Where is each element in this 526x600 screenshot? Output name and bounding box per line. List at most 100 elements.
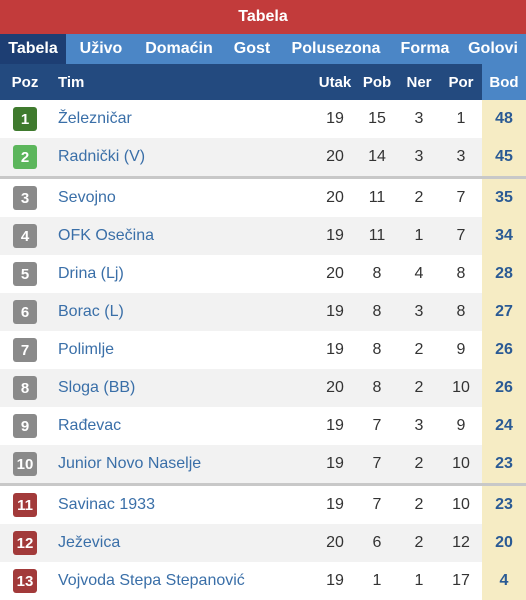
table-row[interactable]: 1 Železničar 19 15 3 1 48 xyxy=(0,100,526,138)
tab-polusezona[interactable]: Polusezona xyxy=(291,40,381,57)
team-name[interactable]: Polimlje xyxy=(58,341,115,358)
table-row[interactable]: 11 Savinac 1933 19 7 2 10 23 xyxy=(0,483,526,524)
losses-cell: 7 xyxy=(456,189,466,206)
tab-uzivo[interactable]: Uživo xyxy=(79,40,123,57)
wins-cell: 14 xyxy=(368,148,386,165)
wins-cell: 6 xyxy=(372,534,382,551)
team-name[interactable]: Junior Novo Naselje xyxy=(58,455,202,472)
table-row[interactable]: 2 Radnički (V) 20 14 3 3 45 xyxy=(0,138,526,176)
position-badge: 4 xyxy=(13,224,37,248)
table-row[interactable]: 6 Borac (L) 19 8 3 8 27 xyxy=(0,293,526,331)
team-name[interactable]: Drina (Lj) xyxy=(58,265,124,282)
draws-cell: 4 xyxy=(414,265,424,282)
draws-cell: 3 xyxy=(414,417,424,434)
points-cell: 27 xyxy=(482,293,526,331)
points-cell: 26 xyxy=(482,369,526,407)
draws-cell: 2 xyxy=(414,534,424,551)
tab-tabela[interactable]: Tabela xyxy=(0,34,66,64)
points-cell: 24 xyxy=(482,407,526,445)
team-name[interactable]: Borac (L) xyxy=(58,303,124,320)
points-cell: 26 xyxy=(482,331,526,369)
position-cell: 1 xyxy=(0,107,50,131)
wins-cell: 7 xyxy=(372,496,382,513)
tab-gost[interactable]: Gost xyxy=(233,40,271,57)
header-poz[interactable]: Poz xyxy=(11,73,39,91)
position-badge: 11 xyxy=(13,493,37,517)
team-name[interactable]: Savinac 1933 xyxy=(58,496,155,513)
tab-forma[interactable]: Forma xyxy=(400,40,450,57)
losses-cell: 3 xyxy=(456,148,466,165)
header-tim[interactable]: Tim xyxy=(58,73,85,91)
header-por[interactable]: Por xyxy=(448,73,474,91)
wins-cell: 7 xyxy=(372,417,382,434)
position-badge: 1 xyxy=(13,107,37,131)
tab-golovi[interactable]: Golovi xyxy=(468,40,518,57)
position-badge: 10 xyxy=(13,452,37,476)
points-cell: 28 xyxy=(482,255,526,293)
team-name[interactable]: Radnički (V) xyxy=(58,148,146,165)
table-row[interactable]: 3 Sevojno 20 11 2 7 35 xyxy=(0,176,526,217)
points-cell: 34 xyxy=(482,217,526,255)
position-badge: 3 xyxy=(13,186,37,210)
table-row[interactable]: 7 Polimlje 19 8 2 9 26 xyxy=(0,331,526,369)
position-badge: 7 xyxy=(13,338,37,362)
wins-cell: 8 xyxy=(372,265,382,282)
losses-cell: 10 xyxy=(452,379,470,396)
position-badge: 6 xyxy=(13,300,37,324)
matches-cell: 19 xyxy=(326,572,344,589)
matches-cell: 20 xyxy=(326,379,344,396)
team-name[interactable]: Sloga (BB) xyxy=(58,379,136,396)
losses-cell: 12 xyxy=(452,534,470,551)
points-cell: 23 xyxy=(482,486,526,524)
matches-cell: 19 xyxy=(326,455,344,472)
position-badge: 12 xyxy=(13,531,37,555)
wins-cell: 7 xyxy=(372,455,382,472)
draws-cell: 2 xyxy=(414,379,424,396)
position-badge: 5 xyxy=(13,262,37,286)
header-bod[interactable]: Bod xyxy=(482,64,526,100)
team-name[interactable]: Železničar xyxy=(58,110,132,127)
losses-cell: 8 xyxy=(456,303,466,320)
wins-cell: 11 xyxy=(368,189,386,206)
team-name[interactable]: Ježevica xyxy=(58,534,121,551)
team-name[interactable]: Sevojno xyxy=(58,189,116,206)
draws-cell: 2 xyxy=(414,341,424,358)
position-cell: 2 xyxy=(0,145,50,169)
position-badge: 2 xyxy=(13,145,37,169)
draws-cell: 1 xyxy=(414,227,424,244)
header-ner[interactable]: Ner xyxy=(406,73,432,91)
team-name[interactable]: OFK Osečina xyxy=(58,227,155,244)
header-utak[interactable]: Utak xyxy=(318,73,352,91)
table-row[interactable]: 4 OFK Osečina 19 11 1 7 34 xyxy=(0,217,526,255)
position-cell: 7 xyxy=(0,338,50,362)
table-row[interactable]: 9 Rađevac 19 7 3 9 24 xyxy=(0,407,526,445)
draws-cell: 2 xyxy=(414,496,424,513)
team-name[interactable]: Vojvoda Stepa Stepanović xyxy=(58,572,245,589)
points-cell: 20 xyxy=(482,524,526,562)
wins-cell: 8 xyxy=(372,303,382,320)
points-cell: 35 xyxy=(482,179,526,217)
points-cell: 48 xyxy=(482,100,526,138)
wins-cell: 11 xyxy=(368,227,386,244)
matches-cell: 20 xyxy=(326,148,344,165)
wins-cell: 8 xyxy=(372,379,382,396)
position-cell: 13 xyxy=(0,569,50,593)
table-row[interactable]: 10 Junior Novo Naselje 19 7 2 10 23 xyxy=(0,445,526,483)
tab-domacin[interactable]: Domaćin xyxy=(145,40,213,57)
table-row[interactable]: 12 Ježevica 20 6 2 12 20 xyxy=(0,524,526,562)
table-body: 1 Železničar 19 15 3 1 48 2 Radnički (V) 20 14 3 3 45… xyxy=(0,100,526,600)
table-row[interactable]: 5 Drina (Lj) 20 8 4 8 28 xyxy=(0,255,526,293)
losses-cell: 17 xyxy=(452,572,470,589)
position-badge: 9 xyxy=(13,414,37,438)
position-cell: 3 xyxy=(0,186,50,210)
losses-cell: 7 xyxy=(456,227,466,244)
team-name[interactable]: Rađevac xyxy=(58,417,122,434)
matches-cell: 19 xyxy=(326,227,344,244)
position-cell: 10 xyxy=(0,452,50,476)
matches-cell: 20 xyxy=(326,265,344,282)
header-pob[interactable]: Pob xyxy=(362,73,392,91)
points-cell: 23 xyxy=(482,445,526,483)
table-row[interactable]: 13 Vojvoda Stepa Stepanović 19 1 1 17 4 xyxy=(0,562,526,600)
position-badge: 8 xyxy=(13,376,37,400)
table-row[interactable]: 8 Sloga (BB) 20 8 2 10 26 xyxy=(0,369,526,407)
